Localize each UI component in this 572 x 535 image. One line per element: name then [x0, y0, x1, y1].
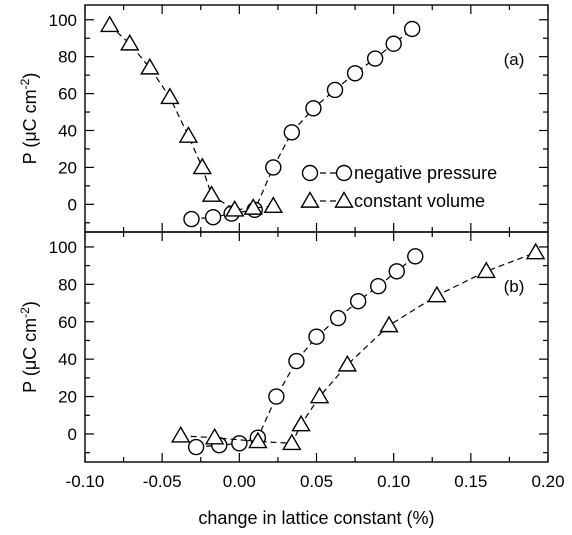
data-point-circle	[370, 278, 387, 295]
data-point-circle	[407, 248, 424, 265]
data-point-triangle	[140, 57, 160, 75]
data-point-circle	[288, 352, 305, 370]
data-point-circle	[187, 438, 205, 456]
data-point-triangle	[160, 87, 180, 105]
data-point-triangle	[476, 261, 496, 279]
series-line	[180, 252, 536, 444]
y-tick-label: 100	[49, 238, 77, 257]
data-point-triangle	[178, 126, 199, 143]
x-tick-label: 0.00	[223, 472, 256, 491]
y-axis-title-close: )	[20, 73, 40, 79]
legend-marker-triangle	[300, 191, 320, 208]
data-point-triangle	[204, 427, 225, 445]
data-point-circle	[388, 263, 405, 280]
data-point-triangle	[248, 431, 268, 449]
y-axis-title-superscript: -2	[18, 78, 32, 89]
panel-label: (a)	[504, 50, 525, 69]
legend: negative pressure constant volume	[300, 163, 497, 211]
x-tick-label: -0.10	[66, 472, 105, 491]
series-line	[109, 24, 274, 211]
y-axis-title-close: )	[20, 301, 40, 307]
y-tick-label: 80	[58, 275, 77, 294]
data-point-circle	[283, 124, 301, 141]
data-point-triangle	[337, 354, 358, 372]
panel-label: (b)	[504, 277, 525, 296]
y-tick-label: 100	[49, 11, 77, 30]
y-tick-label: 40	[58, 350, 77, 369]
data-point-circle	[326, 81, 344, 99]
y-tick-label: 0	[68, 195, 77, 214]
y-axis-title: P (μC cm-2)	[18, 301, 40, 393]
data-point-circle	[265, 159, 282, 176]
data-point-circle	[308, 328, 325, 345]
x-axis-title: change in lattice constant (%)	[198, 508, 434, 528]
panel-b: 0 20 40 60 80 100 -0.10 -0.05 0.00 0.05 0.10 0.15 0.…	[18, 231, 565, 528]
data-point-circle	[268, 388, 285, 405]
y-axis-title-base: P (μC cm	[20, 318, 40, 393]
series-constant-volume	[170, 242, 546, 451]
data-point-triangle	[120, 33, 140, 51]
data-point-triangle	[379, 315, 399, 333]
data-point-circle	[403, 20, 421, 38]
data-point-triangle	[192, 157, 213, 175]
y-tick-label: 60	[58, 313, 77, 332]
data-point-circle	[329, 309, 347, 327]
data-point-circle	[346, 65, 364, 82]
data-point-circle	[366, 50, 384, 67]
x-tick-label: -0.05	[143, 472, 182, 491]
data-point-triangle	[263, 196, 284, 213]
y-tick-label: 20	[58, 158, 77, 177]
data-point-circle	[349, 292, 367, 310]
legend-marker-triangle	[334, 191, 354, 208]
legend-marker-circle	[335, 164, 353, 182]
series-constant-volume	[99, 15, 284, 217]
y-tick-label: 20	[58, 388, 77, 407]
data-point-triangle	[309, 386, 330, 404]
y-axis-title: P (μC cm-2)	[18, 73, 40, 165]
legend-marker-circle	[301, 164, 319, 182]
x-tick-label: 0.10	[377, 472, 410, 491]
series-negative-pressure	[187, 248, 424, 456]
x-tick-label: 0.15	[454, 472, 487, 491]
data-point-triangle	[291, 414, 311, 432]
data-point-triangle	[170, 425, 191, 443]
y-tick-label: 40	[58, 121, 77, 140]
data-point-circle	[385, 35, 402, 52]
y-axis-title-base: P (μC cm	[20, 89, 40, 164]
legend-label: constant volume	[354, 191, 485, 211]
data-point-triangle	[99, 15, 120, 33]
data-point-triangle	[243, 198, 263, 215]
plot-frame	[84, 231, 549, 463]
y-tick-label: 80	[58, 48, 77, 67]
data-point-triangle	[224, 199, 245, 217]
data-point-circle	[204, 209, 222, 226]
data-point-circle	[231, 435, 248, 452]
data-point-triangle	[201, 185, 222, 202]
y-tick-label: 60	[58, 85, 77, 104]
y-tick-label: 0	[68, 425, 77, 444]
x-tick-label: 0.20	[531, 472, 564, 491]
panel-a: 0 20 40 60 80 100 P (μC cm-2) (a) negative press…	[18, 4, 549, 233]
data-point-triangle	[282, 433, 302, 451]
legend-label: negative pressure	[354, 163, 497, 183]
data-point-triangle	[525, 242, 546, 260]
data-point-circle	[183, 210, 200, 228]
x-tick-label: 0.05	[300, 472, 333, 491]
y-axis-title-superscript: -2	[18, 307, 32, 318]
data-point-triangle	[427, 285, 447, 303]
data-point-circle	[305, 100, 322, 117]
